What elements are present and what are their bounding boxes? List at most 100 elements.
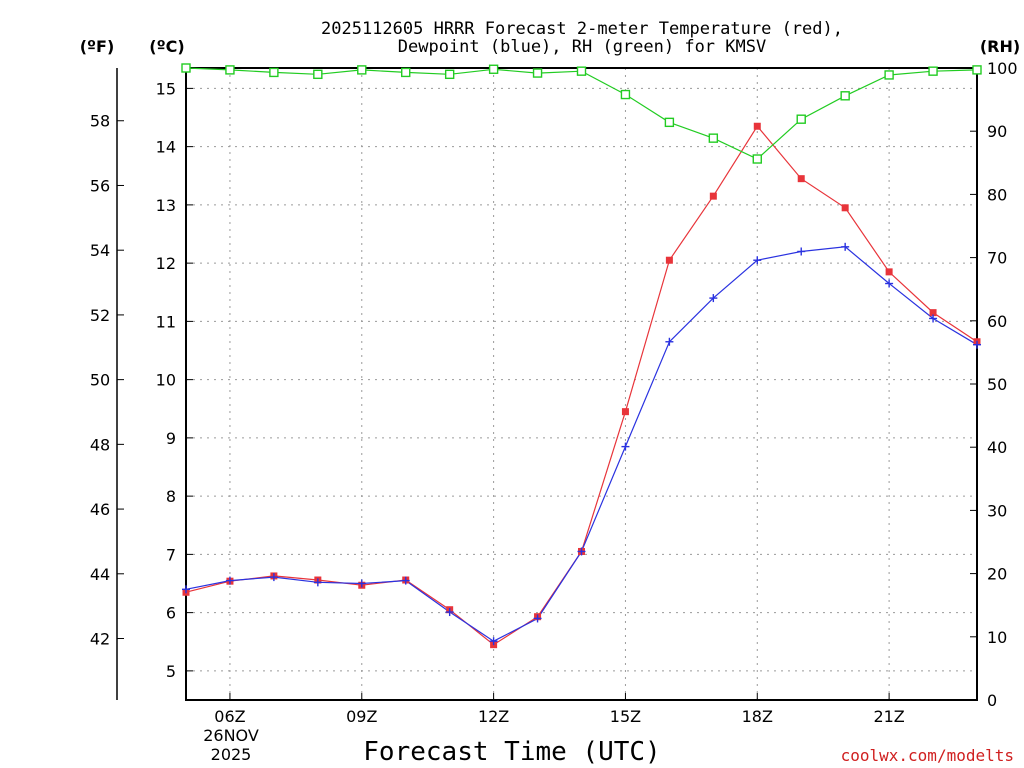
temperature-point <box>929 309 937 317</box>
dewpoint-point <box>973 340 981 349</box>
rh-point <box>840 91 850 101</box>
fahrenheit-tick-label: 54 <box>90 241 110 260</box>
fahrenheit-tick-label: 52 <box>90 306 110 325</box>
rh-point <box>752 154 762 164</box>
rh-point <box>444 69 455 80</box>
rh-tick-label: 20 <box>987 565 1007 584</box>
celsius-tick-label: 6 <box>166 604 176 623</box>
celsius-tick-label: 10 <box>156 371 176 390</box>
source-credit: coolwx.com/modelts <box>841 746 1014 765</box>
dewpoint-point <box>621 442 630 451</box>
rh-point <box>225 65 235 75</box>
rh-tick-label: 30 <box>987 501 1007 520</box>
gridlines <box>186 68 977 700</box>
temperature-point <box>709 192 717 200</box>
dewpoint-point <box>753 256 762 265</box>
rh-point <box>313 69 323 80</box>
dewpoint-point <box>841 242 850 251</box>
celsius-tick-label: 13 <box>156 196 176 215</box>
dewpoint-point <box>489 637 498 646</box>
dewpoint-point <box>313 578 322 587</box>
temperature-point <box>621 408 629 416</box>
celsius-tick-label: 15 <box>156 79 176 98</box>
rh-point <box>708 133 719 143</box>
rh-tick-label: 10 <box>987 628 1007 647</box>
temperature-point <box>885 268 893 276</box>
rh-point <box>884 70 894 80</box>
celsius-tick-label: 12 <box>156 254 176 273</box>
chart-title-line2: Dewpoint (blue), RH (green) for KMSV <box>398 37 766 57</box>
rh-point <box>532 68 543 78</box>
celsius-tick-label: 7 <box>166 545 176 564</box>
fahrenheit-tick-label: 42 <box>90 630 110 649</box>
rh-tick-label: 90 <box>987 122 1007 141</box>
dewpoint-line <box>185 246 978 642</box>
temperature-point <box>841 204 849 212</box>
rh-point <box>269 67 279 78</box>
temperature-point <box>797 175 805 183</box>
rh-unit-label: (RH) <box>980 37 1020 56</box>
celsius-unit-label: (ºC) <box>149 37 184 56</box>
temperature-point <box>665 256 673 264</box>
rh-point <box>620 89 631 100</box>
dewpoint-point <box>269 573 278 582</box>
rh-point <box>357 65 367 75</box>
date-label-year: 2025 <box>211 745 252 764</box>
dewpoint-point <box>797 247 806 256</box>
x-tick-label: 15Z <box>610 707 641 726</box>
rh-tick-label: 100 <box>987 59 1018 78</box>
dewpoint-point <box>577 547 586 556</box>
rh-line <box>185 67 978 160</box>
plot-frame <box>185 67 978 701</box>
dewpoint-point <box>929 314 938 323</box>
x-axis-title: Forecast Time (UTC) <box>363 737 660 767</box>
rh-tick-label: 60 <box>987 312 1007 331</box>
rh-point <box>664 117 675 128</box>
temperature-line <box>185 125 978 646</box>
fahrenheit-tick-label: 56 <box>90 176 110 195</box>
dewpoint-point <box>225 576 234 585</box>
fahrenheit-tick-label: 44 <box>90 565 110 584</box>
dewpoint-point <box>533 614 542 623</box>
fahrenheit-tick-label: 50 <box>90 371 110 390</box>
x-tick-label: 18Z <box>742 707 773 726</box>
dewpoint-point <box>885 279 894 288</box>
fahrenheit-tick-label: 58 <box>90 112 110 131</box>
rh-point <box>796 114 806 124</box>
rh-point <box>576 66 587 76</box>
rh-tick-label: 0 <box>987 691 997 710</box>
celsius-tick-label: 9 <box>166 429 176 448</box>
dewpoint-point <box>445 608 454 617</box>
rh-point <box>488 64 499 74</box>
rh-tick-label: 50 <box>987 375 1007 394</box>
date-label-day: 26NOV <box>203 726 259 745</box>
x-tick-label: 21Z <box>873 707 904 726</box>
rh-tick-label: 40 <box>987 438 1007 457</box>
dewpoint-point <box>401 576 410 585</box>
temperature-point <box>753 122 761 130</box>
rh-point <box>401 67 411 78</box>
fahrenheit-unit-label: (ºF) <box>80 37 115 56</box>
dewpoint-point <box>665 337 674 346</box>
series-lines <box>185 67 978 646</box>
celsius-tick-label: 11 <box>156 312 176 331</box>
series-markers <box>181 63 982 649</box>
rh-point <box>181 63 191 73</box>
celsius-tick-label: 5 <box>166 662 176 681</box>
rh-point <box>972 65 982 75</box>
dewpoint-point <box>357 579 366 588</box>
x-tick-label: 09Z <box>346 707 377 726</box>
fahrenheit-tick-label: 48 <box>90 435 110 454</box>
rh-tick-label: 70 <box>987 249 1007 268</box>
celsius-tick-label: 14 <box>156 138 176 157</box>
x-tick-label: 06Z <box>214 707 245 726</box>
chart-title-line1: 2025112605 HRRR Forecast 2-meter Tempera… <box>321 19 843 39</box>
rh-tick-label: 80 <box>987 185 1007 204</box>
fahrenheit-tick-label: 46 <box>90 500 110 519</box>
x-tick-label: 12Z <box>478 707 509 726</box>
celsius-tick-label: 8 <box>166 487 176 506</box>
dewpoint-point <box>709 294 718 303</box>
dewpoint-point <box>182 585 190 594</box>
